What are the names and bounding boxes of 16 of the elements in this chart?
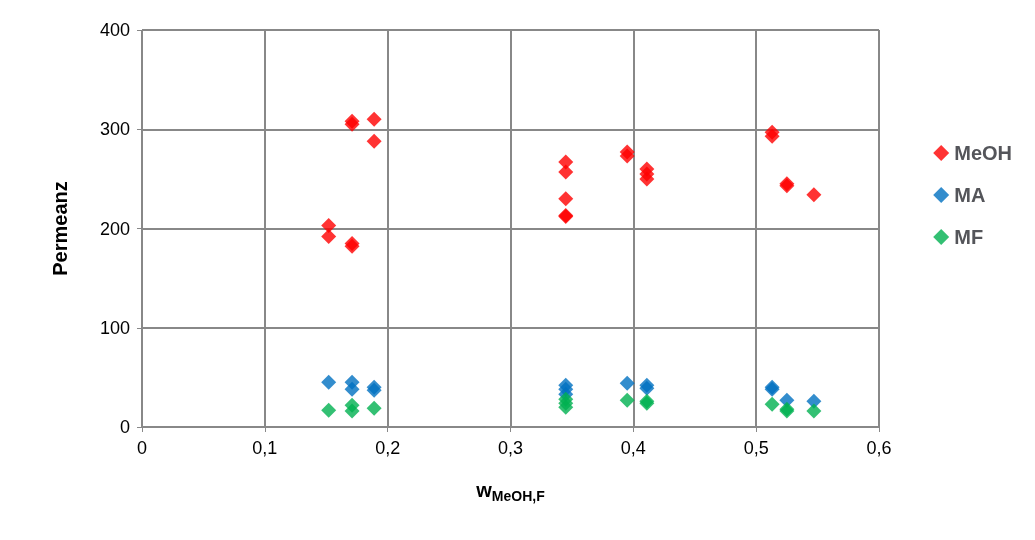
y-axis-title: Permeanz: [49, 181, 71, 276]
x-tick-label: 0,3: [497, 438, 524, 458]
x-tick-label: 0,2: [375, 438, 401, 458]
y-tick-label: 400: [99, 20, 130, 40]
x-tick-label: 0,1: [252, 438, 278, 458]
legend-label: MF: [954, 226, 984, 248]
x-tick-label: 0,4: [620, 438, 646, 458]
legend-label: MeOH: [954, 142, 1013, 164]
y-tick-label: 0: [119, 417, 130, 437]
y-tick-label: 100: [99, 317, 130, 338]
y-tick-label: 300: [99, 119, 130, 140]
x-tick-label: 0,6: [866, 438, 892, 458]
y-tick-label: 200: [99, 218, 130, 239]
x-tick-label: 0,5: [743, 438, 769, 458]
x-tick-label: 0: [136, 438, 148, 458]
legend-label: MA: [954, 184, 986, 206]
